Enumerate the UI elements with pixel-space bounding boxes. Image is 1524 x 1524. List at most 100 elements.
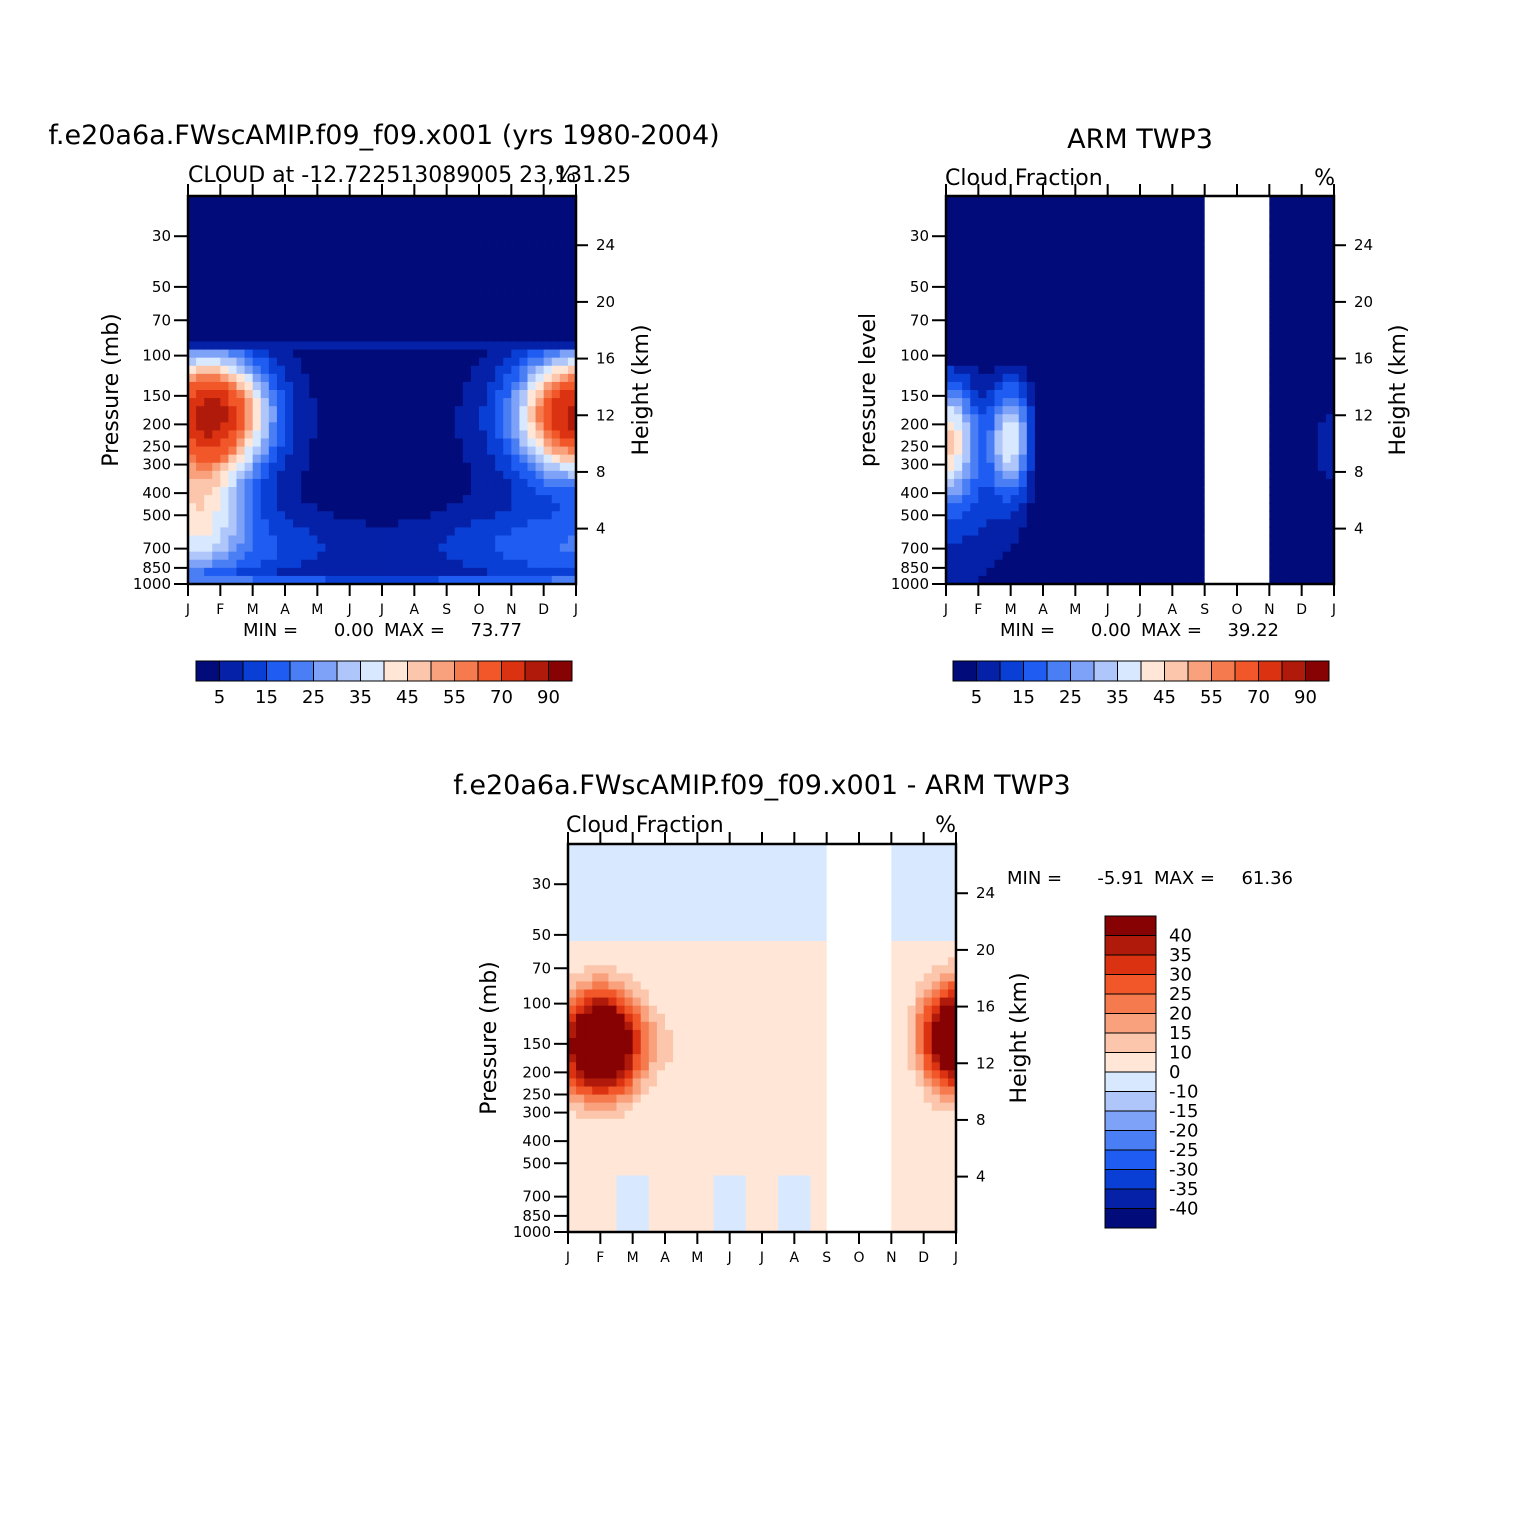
heat-cell [954,357,963,367]
heat-cell [414,390,424,399]
heat-cell [309,567,318,577]
heat-cell [462,511,472,520]
heat-cell [317,567,327,577]
heat-cell [1156,317,1165,326]
heat-cell [1228,454,1238,464]
colorbar-label: 25 [302,687,325,708]
heat-cell [1309,373,1319,383]
heat-cell [1325,430,1335,440]
heat-cell [1301,236,1311,246]
heat-cell [341,567,351,577]
heat-cell [994,559,1004,569]
y-tick-label: 100 [142,347,171,365]
x-tick-label: M [1069,602,1081,618]
heat-cell [1204,204,1214,213]
heat-cell [962,349,971,359]
heat-cell [236,470,246,480]
heat-cell [1180,341,1190,351]
heat-cell [1228,365,1238,375]
heat-cell [309,357,318,367]
heat-cell [511,357,521,367]
heat-cell [1220,293,1230,302]
heat-cell [1228,430,1238,440]
heat-cell [1123,543,1133,553]
heat-cell [244,309,254,318]
heat-cell [454,414,464,423]
heat-cell [406,446,415,456]
heat-cell [414,284,424,294]
heat-cell [1237,196,1246,205]
heat-cell [487,438,496,448]
heat-cell [188,333,197,343]
heat-cell [1309,317,1319,326]
heat-cell [1131,293,1141,302]
heat-cell [188,365,197,375]
heat-cell [446,333,456,343]
heat-cell [1228,495,1238,504]
heat-cell [559,422,569,432]
heat-cell [196,495,205,504]
heat-cell [414,381,424,391]
heat-cell [1301,341,1311,351]
heat-cell [349,276,359,286]
heat-cell [341,575,351,585]
heat-cell [1317,454,1327,464]
heat-cell [1180,284,1190,294]
heat-cell [511,390,521,399]
heat-cell [1123,365,1133,375]
heat-cell [1301,220,1311,229]
heat-cell [1245,196,1254,205]
heat-cell [252,204,262,213]
heat-cell [398,470,407,480]
heat-cell [1131,381,1141,391]
heat-cell [373,503,383,512]
heat-cell [398,462,407,472]
heat-cell [309,293,318,302]
heat-cell [1091,325,1101,335]
heat-cell [1309,236,1319,246]
heat-cell [390,398,399,407]
heat-cell [406,398,415,407]
heat-cell [446,519,456,529]
heat-cell [495,495,504,504]
heat-cell [978,567,988,577]
heat-cell [519,462,529,472]
heat-cell [1091,511,1101,520]
heat-cell [212,373,221,383]
heat-cell [1220,446,1230,456]
heat-cell [1026,406,1036,415]
heat-cell [446,252,456,262]
heat-cell [1269,422,1279,432]
heat-cell [994,406,1004,415]
heat-cell [567,381,577,391]
heat-cell [1051,276,1060,286]
heat-cell [1051,414,1060,423]
heat-cell [341,276,351,286]
heat-cell [341,244,351,254]
heat-cell [220,365,230,375]
heat-cell [1091,543,1101,553]
heat-cell [1245,438,1254,448]
heat-cell [333,212,343,221]
heat-cell [1245,390,1254,399]
heat-cell [357,325,367,335]
heat-cell [1131,390,1141,399]
heat-cell [309,260,318,270]
heat-cell [1245,325,1254,335]
heat-cell [1148,381,1157,391]
heat-cell [220,341,230,351]
heat-cell [454,220,464,229]
heat-cell [519,438,529,448]
heat-cell [341,317,351,326]
heat-cell [1228,551,1238,561]
heat-cell [325,196,335,205]
heat-cell [543,284,553,294]
heat-cell [479,365,488,375]
heat-cell [946,575,955,585]
heat-cell [1131,535,1141,545]
heat-cell [188,567,197,577]
heat-cell [1245,293,1254,302]
heat-cell [986,365,996,375]
heat-cell [487,511,496,520]
heat-cell [1148,430,1157,440]
